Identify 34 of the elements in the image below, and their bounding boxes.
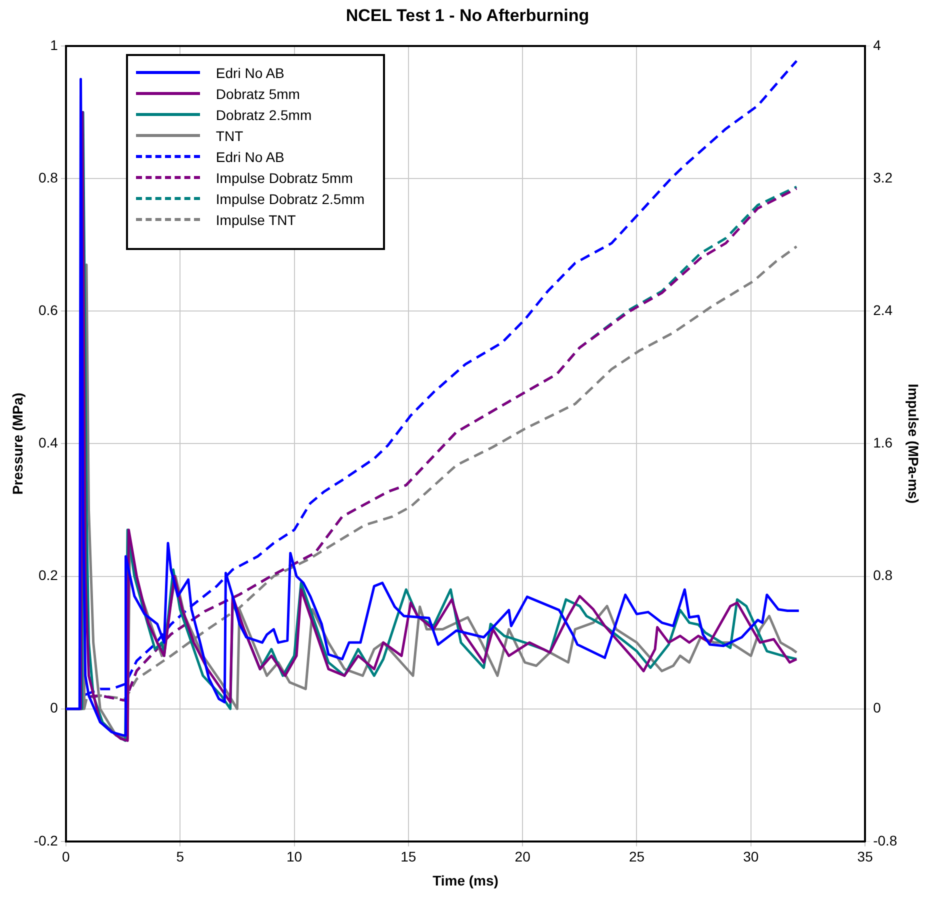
y-tick-label: -0.2 (34, 832, 58, 848)
legend-label: Impulse Dobratz 5mm (216, 170, 353, 186)
x-tick-label: 35 (857, 848, 874, 865)
legend-label: Impulse Dobratz 2.5mm (216, 190, 365, 206)
legend-label: Impulse TNT (216, 212, 296, 228)
legend-label: Dobratz 5mm (216, 86, 300, 102)
y-tick-label: 0.4 (38, 434, 58, 451)
y2-tick-label: 3.2 (873, 169, 893, 186)
x-tick-label: 25 (628, 848, 645, 865)
y2-tick-label: 2.4 (873, 302, 893, 318)
y2-tick-label: 1.6 (873, 434, 893, 451)
y-axis-title: Pressure (MPa) (9, 392, 26, 495)
chart-title: NCEL Test 1 - No Afterburning (344, 6, 590, 26)
x-tick-label: 30 (743, 848, 759, 865)
y2-tick-label: 4 (873, 36, 882, 53)
y2-tick-label: 0 (873, 700, 882, 716)
legend-label: Edri No AB (216, 64, 284, 80)
y-tick-label: 0.8 (38, 169, 58, 186)
y2-tick-label: -0.8 (873, 832, 898, 848)
y2-axis-title: Impulse (MPa-ms) (906, 384, 922, 504)
y-tick-label: 0.2 (38, 567, 58, 584)
x-tick-label: 5 (176, 848, 184, 865)
y-tick-label: 1 (50, 36, 58, 53)
y2-tick-label: 0.8 (873, 567, 893, 584)
x-tick-label: 20 (514, 848, 531, 865)
x-tick-label: 15 (400, 848, 416, 865)
y-tick-label: 0.6 (38, 302, 58, 318)
y-tick-label: 0 (50, 700, 58, 716)
legend-label: TNT (216, 128, 244, 144)
x-axis-title: Time (ms) (432, 872, 498, 888)
legend-label: Dobratz 2.5mm (216, 106, 312, 122)
legend-label: Edri No AB (216, 148, 284, 164)
x-tick-label: 0 (62, 848, 70, 865)
x-tick-label: 10 (286, 848, 302, 865)
